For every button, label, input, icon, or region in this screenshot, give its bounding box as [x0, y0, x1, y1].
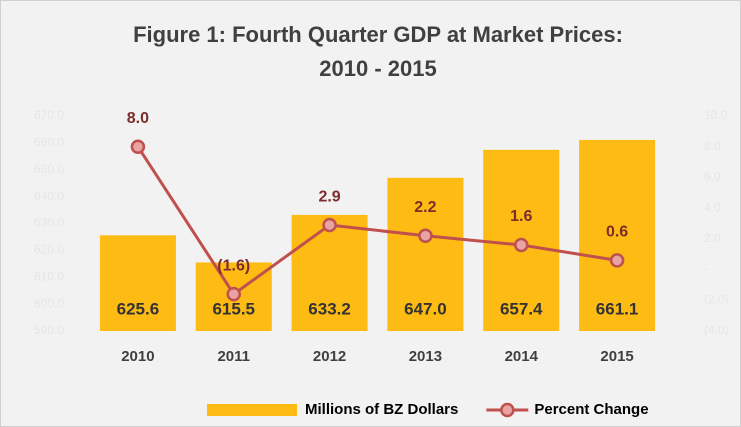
x-tick-label: 2012 [313, 348, 346, 365]
y2-tick-label: - [704, 262, 708, 276]
bar-label: 625.6 [117, 299, 160, 318]
point-label: (1.6) [217, 257, 250, 274]
point [609, 253, 625, 268]
bar-label: 661.1 [596, 299, 639, 318]
bar [579, 139, 656, 331]
bar [99, 235, 176, 331]
y2-tick-label: (2.0) [704, 292, 729, 306]
point-label: 8.0 [127, 110, 149, 127]
y2-tick-label: (4.0) [704, 323, 729, 337]
chart-title: Figure 1: Fourth Quarter GDP at Market P… [133, 22, 623, 47]
point [514, 237, 529, 253]
legend-swatch [207, 404, 297, 416]
bar-label: 657.4 [500, 299, 543, 318]
point [418, 228, 433, 244]
legend-label: Millions of BZ Dollars [305, 401, 458, 418]
point [226, 286, 241, 302]
bar-label: 615.5 [212, 299, 255, 318]
y2-tick-label: 6.0 [704, 170, 721, 184]
y2-tick-label: 4.0 [704, 200, 721, 214]
point-label: 0.6 [606, 224, 628, 241]
y-tick-label: 610.0 [34, 269, 64, 283]
y-tick-label: 660.0 [34, 135, 64, 149]
y-tick-label: 590.0 [34, 323, 64, 337]
x-tick-label: 2014 [505, 348, 539, 365]
bar-label: 633.2 [308, 299, 351, 318]
x-tick-label: 2010 [121, 348, 154, 365]
y2-tick-label: 10.0 [704, 108, 728, 122]
point [322, 217, 337, 233]
y-tick-label: 640.0 [34, 189, 64, 203]
x-tick-label: 2015 [600, 348, 633, 365]
y-tick-label: 650.0 [34, 162, 64, 176]
y-tick-label: 670.0 [34, 108, 64, 122]
point-label: 2.2 [414, 199, 436, 216]
x-tick-label: 2011 [217, 348, 250, 365]
line [136, 145, 618, 297]
bar [291, 214, 368, 331]
y2-tick-label: 8.0 [704, 139, 721, 153]
point [130, 139, 146, 154]
point-label: 2.9 [318, 188, 340, 205]
bar [387, 177, 464, 331]
point-label: 1.6 [510, 208, 532, 225]
y-tick-label: 620.0 [34, 243, 64, 257]
y-tick-label: 600.0 [34, 296, 64, 310]
x-tick-label: 2013 [409, 348, 442, 365]
legend-label: Percent Change [534, 401, 648, 418]
chart-title: 2010 - 2015 [319, 56, 436, 81]
y-tick-label: 630.0 [34, 216, 64, 230]
legend-swatch [500, 402, 515, 418]
bar-label: 647.0 [404, 299, 447, 318]
y2-tick-label: 2.0 [704, 231, 721, 245]
